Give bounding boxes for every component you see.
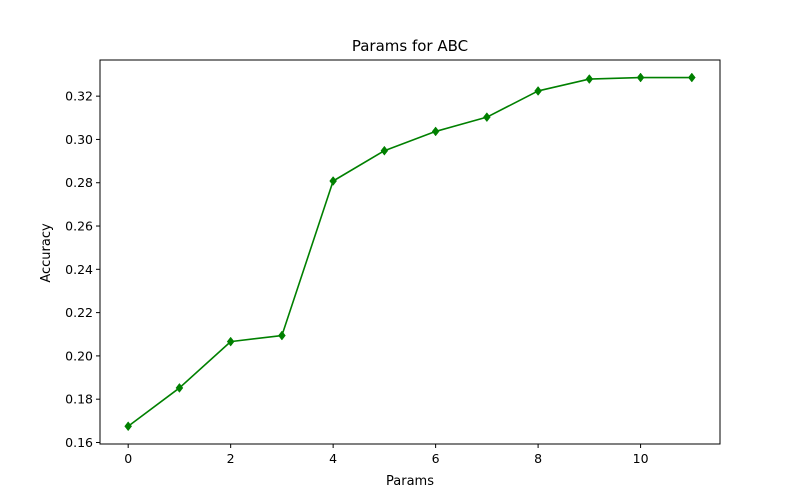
y-tick-label: 0.16: [65, 435, 93, 450]
y-tick-label: 0.22: [65, 305, 93, 320]
plot-frame: [99, 59, 721, 445]
y-tick-label: 0.18: [65, 392, 93, 407]
y-tick-label: 0.26: [65, 219, 93, 234]
axes: [99, 59, 721, 445]
data-point-marker: [585, 74, 594, 84]
x-tick-label: 8: [534, 451, 542, 466]
x-axis-label: Params: [386, 474, 434, 489]
data-series: [124, 72, 696, 432]
series-line: [127, 76, 692, 427]
x-tick-label: 0: [124, 451, 132, 466]
data-point-marker: [329, 176, 337, 186]
chart-title: Params for ABC: [352, 37, 468, 55]
data-point-marker: [278, 330, 286, 341]
y-tick-label: 0.20: [65, 348, 93, 363]
x-tick-label: 10: [633, 451, 649, 466]
data-point-marker: [687, 72, 696, 83]
y-tick-label: 0.28: [65, 175, 93, 190]
y-tick-label: 0.30: [65, 132, 93, 147]
x-tick-label: 4: [329, 451, 337, 466]
ticks: 0 2 4 6 8 10 0.16 0.18 0.20 0.22 0.24 0.26 0.28 0.30 0…: [65, 89, 648, 466]
data-point-marker: [636, 72, 645, 83]
y-axis-label: Accuracy: [39, 223, 54, 283]
data-point-marker: [534, 86, 542, 96]
data-point-marker: [483, 112, 491, 123]
data-point-marker: [226, 336, 235, 347]
y-tick-label: 0.24: [65, 262, 93, 277]
x-tick-label: 2: [227, 451, 235, 466]
data-point-marker: [431, 126, 440, 137]
y-tick-label: 0.32: [65, 89, 93, 104]
data-point-marker: [175, 383, 184, 393]
x-tick-label: 6: [432, 451, 440, 466]
data-point-marker: [124, 421, 133, 432]
data-point-marker: [380, 145, 389, 156]
